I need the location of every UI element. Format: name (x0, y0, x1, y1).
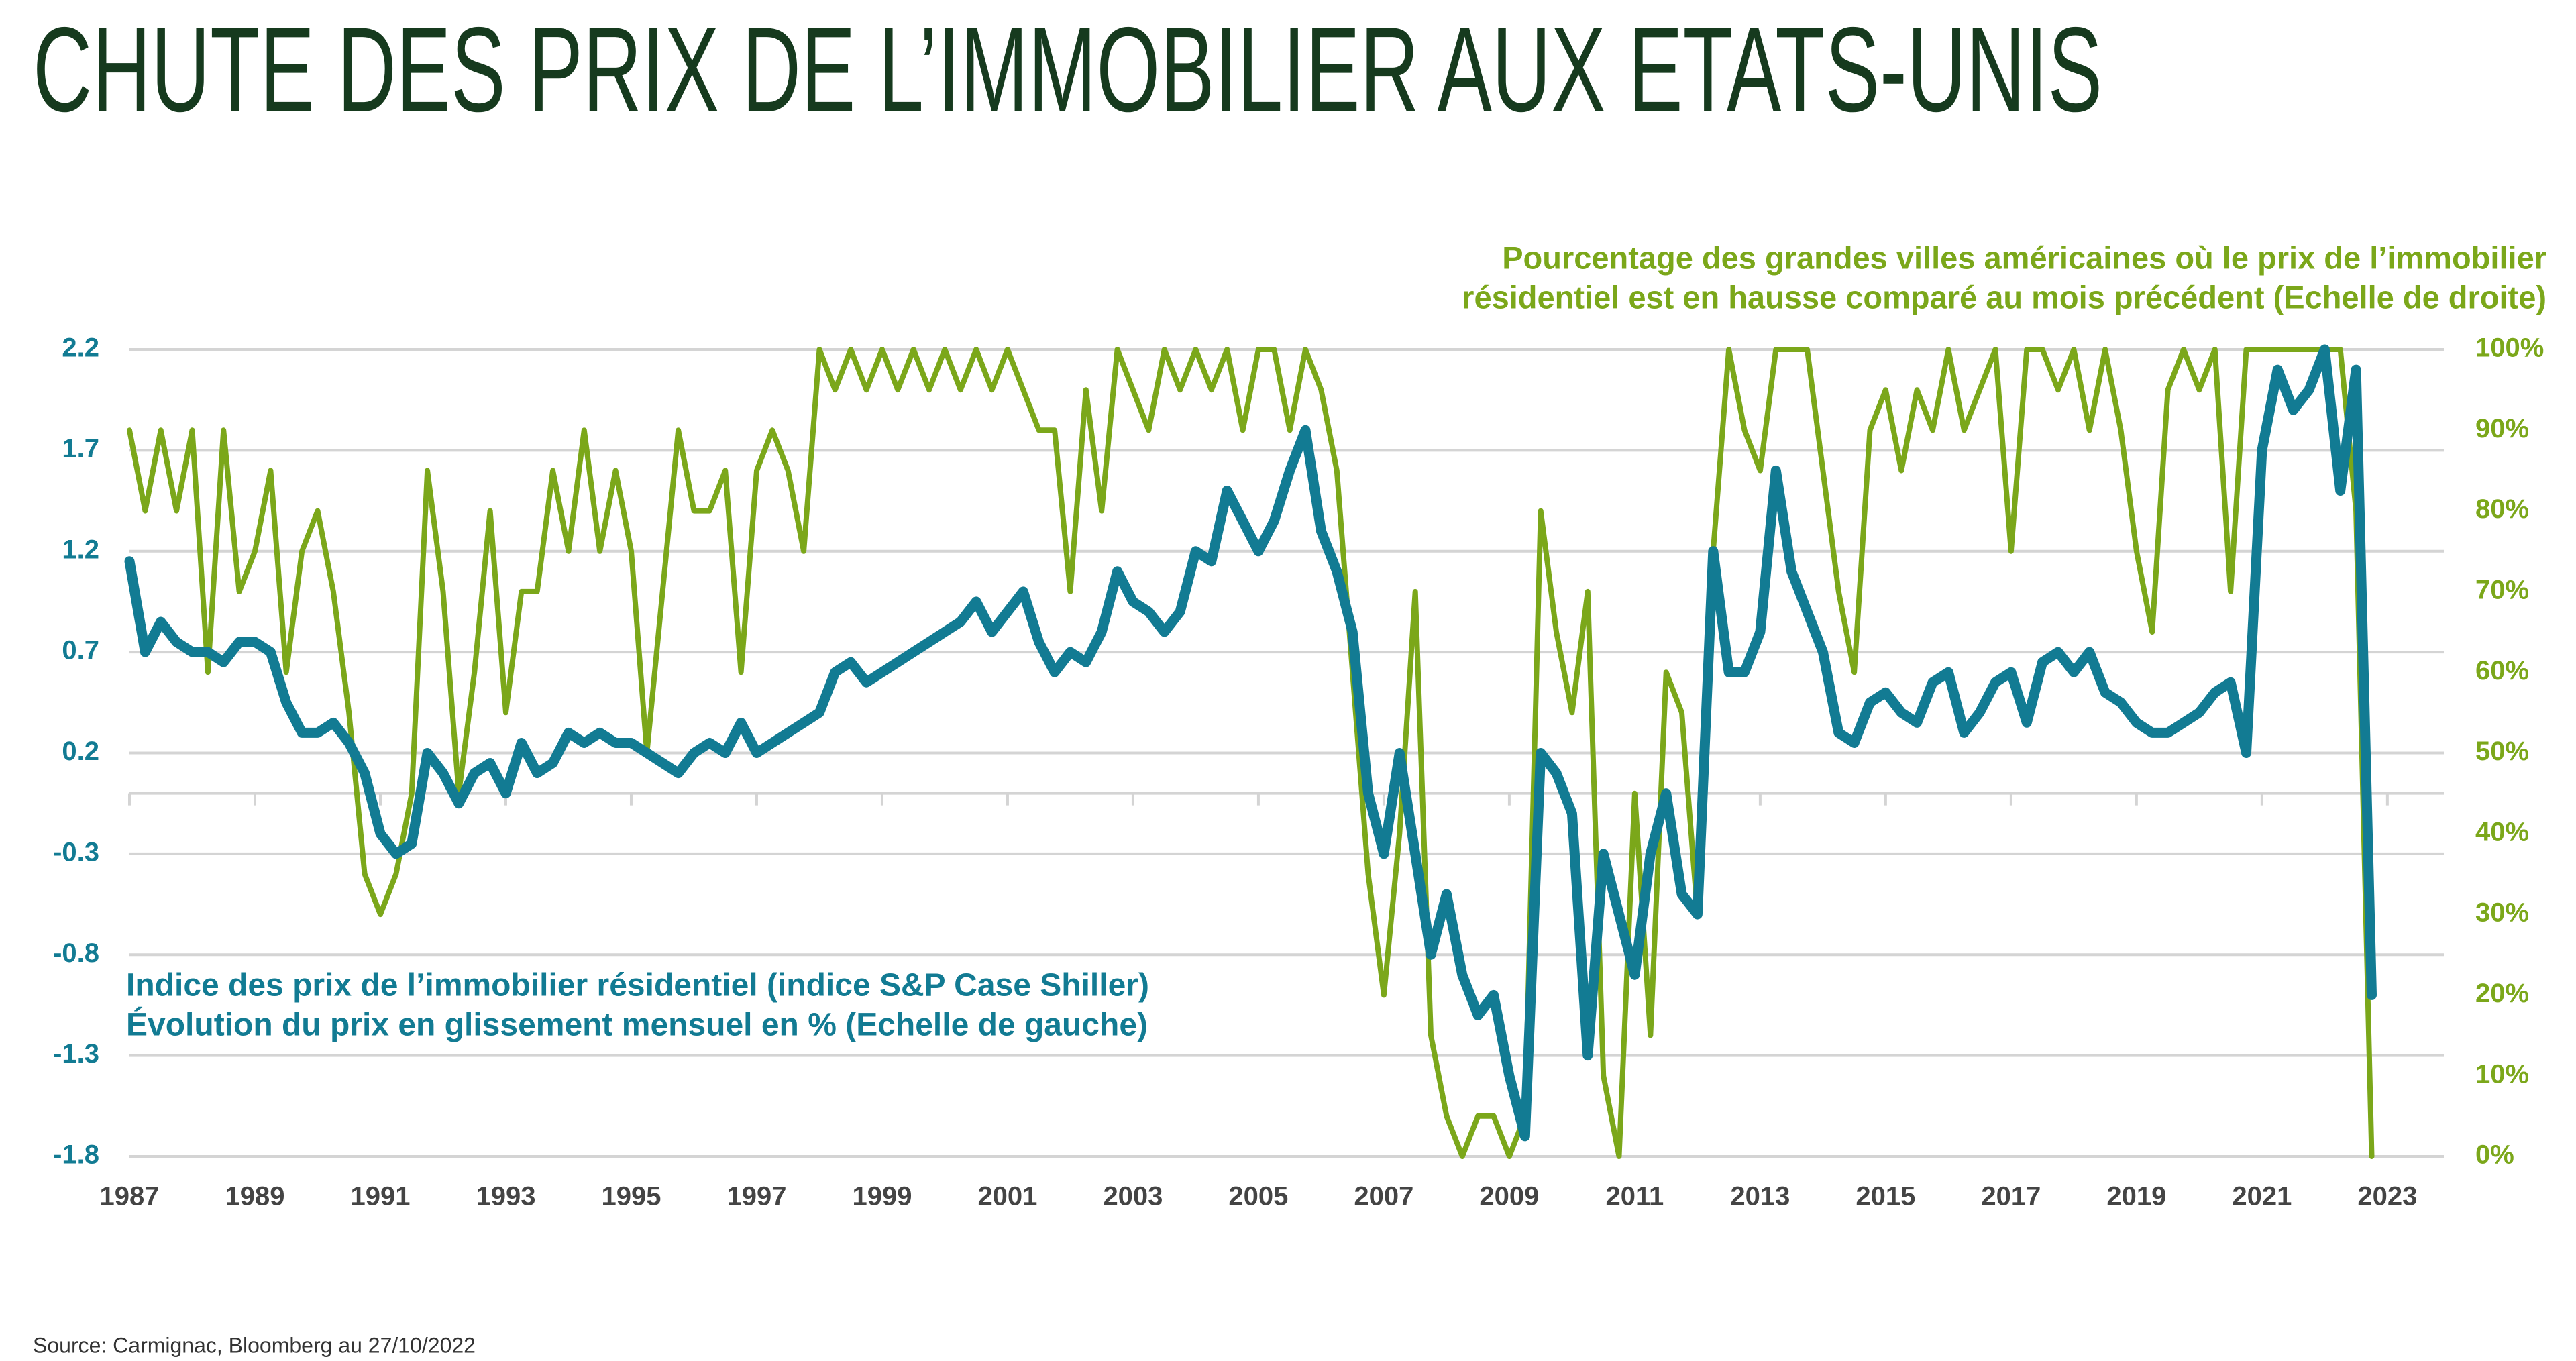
x-tick-label: 2019 (2106, 1182, 2166, 1211)
y-tick-label: -0.3 (53, 837, 99, 867)
y-tick-label: 1.2 (62, 535, 99, 564)
y-tick-label: -1.3 (53, 1039, 99, 1069)
x-tick-label: 1997 (727, 1182, 786, 1211)
y-tick-label: -1.8 (53, 1140, 99, 1170)
x-tick-label: 1991 (350, 1182, 410, 1211)
right-axis-label: résidentiel est en hausse comparé au moi… (1462, 279, 2546, 315)
y2-tick-label: 10% (2475, 1059, 2529, 1089)
x-tick-label: 2001 (977, 1182, 1037, 1211)
x-tick-label: 1989 (225, 1182, 284, 1211)
grid: -1.8 -1.3 -0.8 -0.3 0.2 0.7 1.2 1.7 2.2 0% 10% 20% 3… (53, 333, 2544, 1211)
x-tick-label: 1995 (601, 1182, 661, 1211)
y-tick-label: 0.2 (62, 737, 99, 766)
y2-tick-label: 60% (2475, 656, 2529, 686)
lines (124, 344, 2377, 1159)
source: Source: Carmignac, Bloomberg au 27/10/20… (33, 1333, 476, 1357)
x-tick-label: 1987 (100, 1182, 160, 1211)
y-tick-label: 2.2 (62, 333, 99, 363)
series-line (124, 344, 2377, 1142)
x-tick-label: 1999 (852, 1182, 912, 1211)
x-tick-label: 2013 (1730, 1182, 1790, 1211)
series-line (127, 347, 2375, 1159)
y2-tick-label: 100% (2475, 333, 2544, 363)
y-tick-label: 1.7 (62, 434, 99, 464)
y2-tick-label: 30% (2475, 898, 2529, 928)
x-tick-label: 2015 (1856, 1182, 1915, 1211)
x-tick-label: 2003 (1103, 1182, 1163, 1211)
y2-tick-label: 70% (2475, 575, 2529, 604)
x-tick-label: 2007 (1354, 1182, 1413, 1211)
y2-tick-label: 0% (2475, 1140, 2514, 1170)
left-axis-label: Indice des prix de l’immobilier résident… (126, 968, 1149, 1003)
x-tick-label: 2009 (1479, 1182, 1539, 1211)
y2-tick-label: 80% (2475, 494, 2529, 524)
left-axis-label: Évolution du prix en glissement mensuel … (126, 1007, 1148, 1043)
right-axis-label: Pourcentage des grandes villes américain… (1502, 239, 2546, 275)
y2-tick-label: 20% (2475, 979, 2529, 1008)
x-tick-label: 2021 (2232, 1182, 2292, 1211)
y-tick-label: -0.8 (53, 938, 99, 968)
x-tick-label: 2023 (2357, 1182, 2417, 1211)
x-tick-label: 2017 (1981, 1182, 2041, 1211)
x-tick-label: 1993 (476, 1182, 535, 1211)
chart-title: CHUTE DES PRIX DE L’IMMOBILIER AUX ETATS… (33, 3, 2102, 138)
y-tick-label: 0.7 (62, 636, 99, 665)
y2-tick-label: 90% (2475, 414, 2529, 443)
x-tick-label: 2005 (1228, 1182, 1288, 1211)
y2-tick-label: 40% (2475, 817, 2529, 847)
x-tick-label: 2011 (1606, 1182, 1664, 1211)
y2-tick-label: 50% (2475, 737, 2529, 766)
